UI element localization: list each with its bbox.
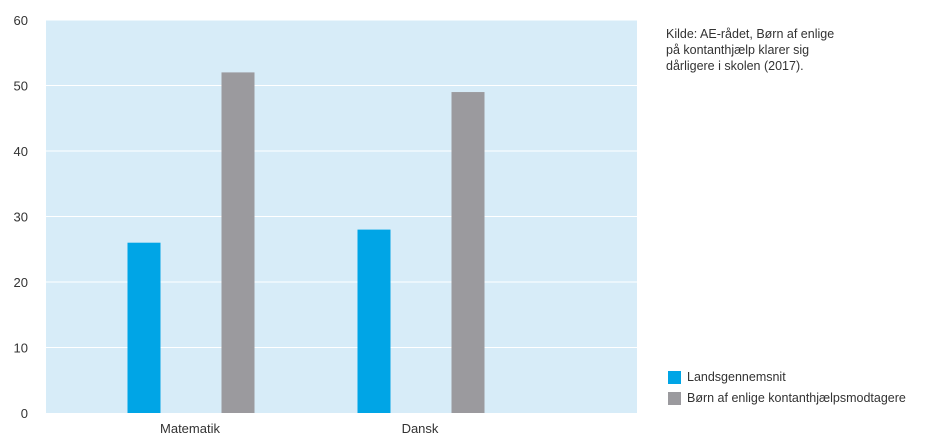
y-tick-label: 60 <box>14 13 28 28</box>
x-category-label: Matematik <box>160 421 220 436</box>
y-tick-label: 0 <box>21 406 28 421</box>
bar-landsgennemsnit-dansk <box>357 229 391 413</box>
legend: Landsgennemsnit Børn af enlige kontanthj… <box>668 368 906 410</box>
legend-swatch <box>668 391 681 405</box>
legend-item-series-2: Børn af enlige kontanthjælpsmodtagere <box>668 389 906 407</box>
y-tick-label: 40 <box>14 144 28 159</box>
bars <box>127 72 485 414</box>
x-category-label: Dansk <box>402 421 439 436</box>
bar-boern-af-enlige-dansk <box>451 92 485 414</box>
legend-item-series-1: Landsgennemsnit <box>668 368 906 386</box>
legend-swatch <box>668 370 681 384</box>
y-tick-label: 20 <box>14 275 28 290</box>
source-line: dårligere i skolen (2017). <box>666 59 804 73</box>
y-tick-label: 50 <box>14 79 28 94</box>
y-tick-label: 10 <box>14 341 28 356</box>
y-axis-tick-labels: 0 10 20 30 40 50 60 <box>14 13 28 421</box>
bar-chart: 0 10 20 30 40 50 60 Matematik Dansk <box>14 13 637 436</box>
bar-boern-af-enlige-matematik <box>221 72 255 414</box>
legend-label: Landsgennemsnit <box>687 370 786 384</box>
legend-label: Børn af enlige kontanthjælpsmodtagere <box>687 391 906 405</box>
source-line: på kontanthjælp klarer sig <box>666 43 810 57</box>
source-note: Kilde: AE-rådet, Børn af enlige på konta… <box>666 26 896 74</box>
y-tick-label: 30 <box>14 210 28 225</box>
bar-landsgennemsnit-matematik <box>127 242 161 413</box>
source-line: Kilde: AE-rådet, Børn af enlige <box>666 27 835 41</box>
x-axis-category-labels: Matematik Dansk <box>160 421 439 436</box>
